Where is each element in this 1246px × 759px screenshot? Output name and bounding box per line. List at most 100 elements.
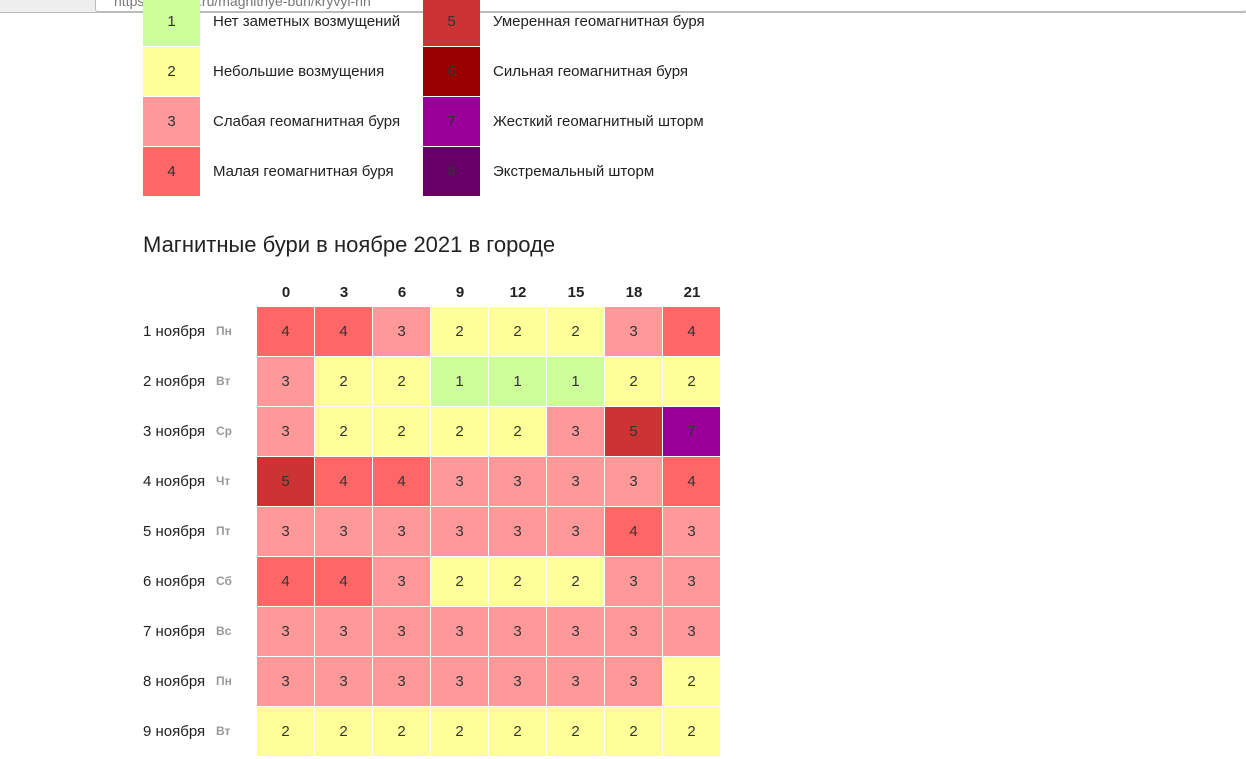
kp-cell: 4 <box>605 507 662 556</box>
legend-swatch: 7 <box>423 97 480 146</box>
kp-cell: 4 <box>257 557 314 606</box>
kp-cell: 3 <box>373 607 430 656</box>
row-weekday: Ср <box>216 424 232 438</box>
row-weekday: Пн <box>216 324 232 338</box>
hour-header: 0 <box>281 284 291 301</box>
browser-bar: https://time-in.ru/magnitnye-buri/kryvyi… <box>0 0 1246 13</box>
kp-cell: 3 <box>605 557 662 606</box>
legend-swatch: 6 <box>423 47 480 96</box>
kp-cell: 3 <box>257 507 314 556</box>
kp-cell: 3 <box>663 607 720 656</box>
kp-cell: 3 <box>605 657 662 706</box>
table-title: Магнитные бури в ноябре 2021 в городе <box>143 232 556 257</box>
kp-cell: 3 <box>315 657 372 706</box>
legend-label: Жесткий геомагнитный шторм <box>493 113 704 130</box>
kp-cell: 3 <box>489 457 546 506</box>
kp-cell: 3 <box>257 407 314 456</box>
kp-cell: 4 <box>373 457 430 506</box>
legend-label: Экстремальный шторм <box>493 163 655 180</box>
row-date: 4 ноября <box>143 473 206 490</box>
hour-header: 12 <box>509 284 527 301</box>
kp-cell: 3 <box>547 607 604 656</box>
kp-cell: 2 <box>489 307 546 356</box>
kp-cell: 2 <box>663 357 720 406</box>
legend-label: Небольшие возмущения <box>213 63 385 80</box>
kp-cell: 1 <box>489 357 546 406</box>
address-bar[interactable]: https://time-in.ru/magnitnye-buri/kryvyi… <box>95 0 1246 12</box>
kp-cell: 3 <box>547 407 604 456</box>
row-date: 2 ноября <box>143 373 206 390</box>
legend-swatch: 8 <box>423 147 480 196</box>
legend-label: Малая геомагнитная буря <box>213 163 394 180</box>
hour-header: 9 <box>455 284 465 301</box>
hour-header: 21 <box>683 284 701 301</box>
hour-header: 15 <box>567 284 585 301</box>
kp-cell: 3 <box>315 507 372 556</box>
kp-cell: 3 <box>489 657 546 706</box>
row-weekday: Пт <box>216 524 231 538</box>
kp-cell: 5 <box>605 407 662 456</box>
kp-cell: 3 <box>257 607 314 656</box>
hour-header: 6 <box>397 284 407 301</box>
kp-cell: 3 <box>315 607 372 656</box>
kp-cell: 1 <box>547 357 604 406</box>
row-date: 9 ноября <box>143 723 206 740</box>
kp-cell: 1 <box>431 357 488 406</box>
row-weekday: Вс <box>216 624 232 638</box>
kp-cell: 2 <box>547 557 604 606</box>
kp-cell: 3 <box>663 507 720 556</box>
kp-cell: 3 <box>431 657 488 706</box>
kp-cell: 4 <box>315 307 372 356</box>
kp-cell: 7 <box>663 407 720 456</box>
kp-cell: 3 <box>605 307 662 356</box>
kp-cell: 2 <box>431 307 488 356</box>
row-date: 8 ноября <box>143 673 206 690</box>
kp-cell: 3 <box>431 607 488 656</box>
kp-cell: 4 <box>257 307 314 356</box>
kp-cell: 3 <box>489 607 546 656</box>
kp-cell: 2 <box>257 707 314 756</box>
legend-swatch: 3 <box>143 97 200 146</box>
row-date: 3 ноября <box>143 423 206 440</box>
kp-cell: 3 <box>547 657 604 706</box>
kp-cell: 2 <box>373 407 430 456</box>
row-date: 6 ноября <box>143 573 206 590</box>
kp-cell: 2 <box>431 407 488 456</box>
kp-cell: 3 <box>373 507 430 556</box>
kp-cell: 4 <box>315 557 372 606</box>
kp-cell: 3 <box>373 307 430 356</box>
row-weekday: Сб <box>216 574 232 588</box>
kp-cell: 2 <box>547 307 604 356</box>
kp-cell: 3 <box>605 457 662 506</box>
kp-cell: 3 <box>547 457 604 506</box>
kp-cell: 2 <box>431 707 488 756</box>
legend-label: Слабая геомагнитная буря <box>213 113 401 130</box>
row-weekday: Вт <box>216 374 231 388</box>
kp-cell: 5 <box>257 457 314 506</box>
kp-cell: 2 <box>373 357 430 406</box>
kp-cell: 4 <box>663 307 720 356</box>
row-date: 1 ноября <box>143 323 206 340</box>
row-weekday: Пн <box>216 674 232 688</box>
kp-cell: 2 <box>315 357 372 406</box>
legend-swatch: 1 <box>143 0 200 46</box>
row-date: 5 ноября <box>143 523 206 540</box>
legend-swatch: 2 <box>143 47 200 96</box>
kp-cell: 2 <box>489 707 546 756</box>
row-date: 7 ноября <box>143 623 206 640</box>
kp-cell: 3 <box>605 607 662 656</box>
kp-cell: 2 <box>663 657 720 706</box>
url: https://time-in.ru/magnitnye-buri/kryvyi… <box>114 0 371 9</box>
kp-cell: 3 <box>257 657 314 706</box>
kp-cell: 2 <box>489 407 546 456</box>
kp-cell: 3 <box>431 457 488 506</box>
kp-cell: 4 <box>315 457 372 506</box>
kp-cell: 2 <box>315 407 372 456</box>
kp-cell: 2 <box>431 557 488 606</box>
kp-cell: 3 <box>373 657 430 706</box>
kp-cell: 4 <box>663 457 720 506</box>
kp-cell: 3 <box>547 507 604 556</box>
kp-cell: 2 <box>547 707 604 756</box>
hour-header: 3 <box>339 284 349 301</box>
